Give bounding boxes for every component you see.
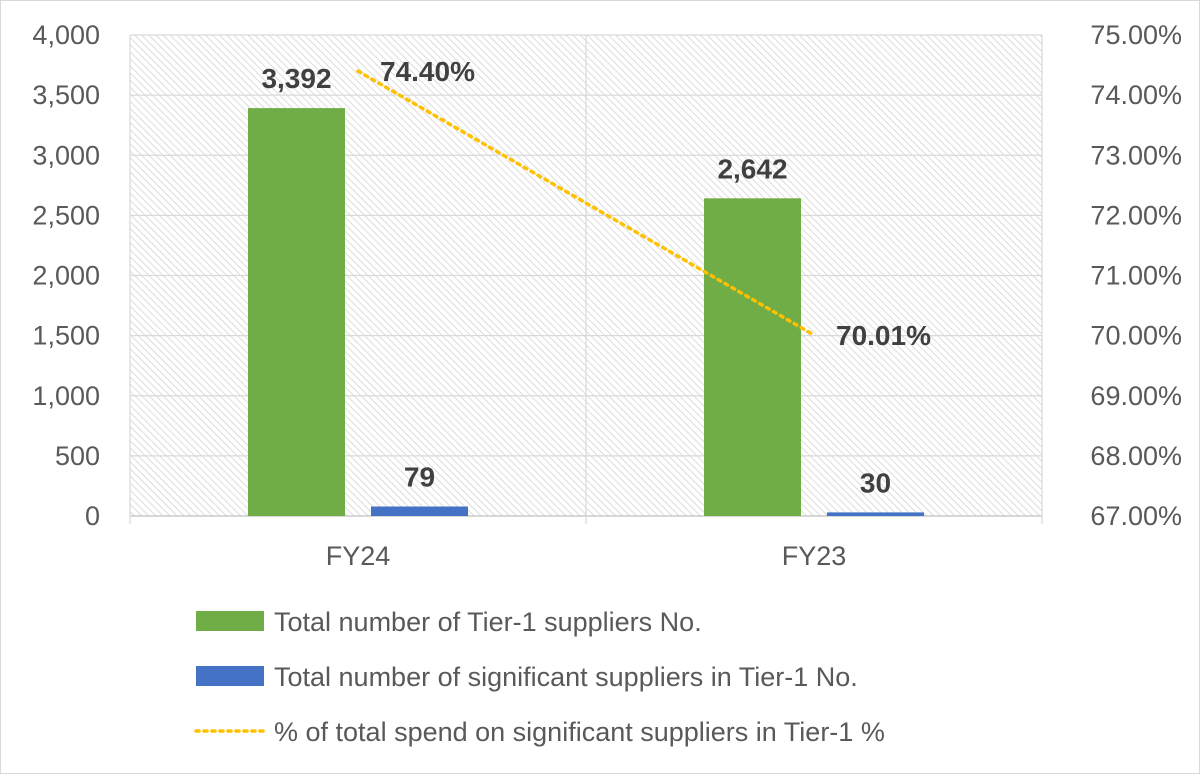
- y-right-tick-label: 71.00%: [1090, 261, 1182, 291]
- legend-swatch: [196, 611, 264, 631]
- bar: [371, 506, 468, 516]
- x-category-label: FY23: [782, 541, 847, 571]
- y-left-tick-label: 2,000: [32, 261, 100, 291]
- bar: [704, 198, 801, 516]
- y-right-tick-label: 72.00%: [1090, 200, 1182, 230]
- y-right-tick-label: 73.00%: [1090, 140, 1182, 170]
- y-left-tick-label: 3,500: [32, 80, 100, 110]
- y-left-tick-label: 1,000: [32, 381, 100, 411]
- y-right-tick-label: 75.00%: [1090, 20, 1182, 50]
- line-series: [356, 69, 816, 337]
- axes: 0 500 1,000 1,500 2,000 2,500 3,000 3,500 4,000 6…: [32, 20, 1182, 571]
- x-category-label: FY24: [326, 541, 391, 571]
- legend: Total number of Tier-1 suppliers No. Tota…: [194, 607, 885, 747]
- y-right-tick-label: 74.00%: [1090, 80, 1182, 110]
- y-right-tick-label: 67.00%: [1090, 501, 1182, 531]
- bar-data-label: 3,392: [261, 63, 331, 94]
- y-right-tick-label: 69.00%: [1090, 381, 1182, 411]
- bar-data-label: 30: [860, 467, 891, 498]
- line-data-label: 70.01%: [836, 320, 931, 351]
- legend-label: Total number of Tier-1 suppliers No.: [274, 607, 702, 637]
- line-path: [356, 69, 816, 337]
- legend-label: % of total spend on significant supplier…: [274, 717, 885, 747]
- y-right-tick-label: 70.00%: [1090, 321, 1182, 351]
- bar-data-label: 79: [404, 462, 435, 493]
- y-left-tick-label: 3,000: [32, 140, 100, 170]
- y-left-tick-label: 500: [55, 441, 100, 471]
- bar-data-label: 2,642: [717, 153, 787, 184]
- y-left-tick-label: 2,500: [32, 200, 100, 230]
- bar: [248, 108, 345, 516]
- line-data-label: 74.40%: [380, 56, 475, 87]
- y-left-tick-label: 4,000: [32, 20, 100, 50]
- legend-label: Total number of significant suppliers in…: [274, 662, 858, 692]
- legend-swatch: [196, 666, 264, 686]
- y-right-tick-label: 68.00%: [1090, 441, 1182, 471]
- bar-series: [248, 108, 924, 516]
- bar: [827, 512, 924, 516]
- y-left-tick-label: 0: [85, 501, 100, 531]
- data-labels: 3,392 2,642 79 30 74.40% 70.01%: [261, 56, 931, 498]
- y-left-tick-label: 1,500: [32, 321, 100, 351]
